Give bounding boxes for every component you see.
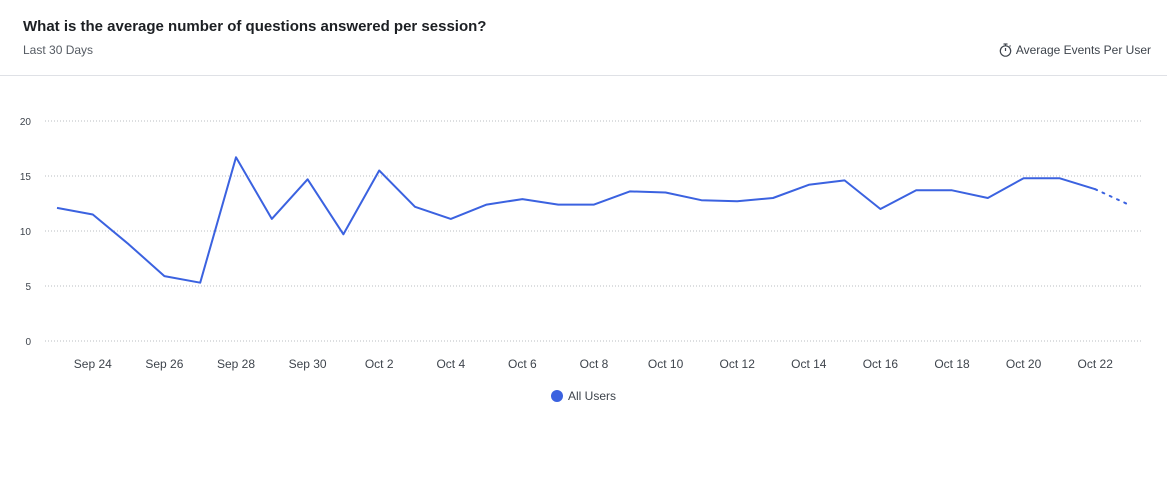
x-tick-label: Oct 6 <box>508 357 537 371</box>
chart-header: What is the average number of questions … <box>0 0 1167 76</box>
series-line-all-users[interactable] <box>56 156 1096 284</box>
x-tick-label: Oct 22 <box>1078 357 1114 371</box>
chart-title: What is the average number of questions … <box>23 18 487 35</box>
x-tick-label: Sep 30 <box>289 357 327 371</box>
date-range-label: Last 30 Days <box>23 43 94 57</box>
metric-selector[interactable]: Average Events Per User <box>999 43 1151 57</box>
x-axis-ticks: Sep 24 Sep 26 Sep 28 Sep 30 Oct 2 Oct 4 Oct 6 O… <box>74 357 1113 371</box>
x-tick-label: Oct 14 <box>791 357 827 371</box>
x-tick-label: Oct 8 <box>580 357 609 371</box>
y-tick-label: 5 <box>25 282 31 293</box>
series-line-incomplete[interactable] <box>1094 188 1132 207</box>
stopwatch-icon <box>999 43 1012 57</box>
legend-swatch <box>550 390 563 402</box>
y-tick-label: 15 <box>20 172 32 183</box>
x-tick-label: Sep 24 <box>74 357 112 371</box>
x-tick-label: Oct 12 <box>720 357 756 371</box>
x-tick-label: Oct 20 <box>1006 357 1042 371</box>
grid-lines <box>45 120 1143 342</box>
series-lines <box>56 156 1132 284</box>
x-tick-label: Sep 28 <box>217 357 255 371</box>
y-tick-label: 0 <box>25 337 31 348</box>
x-tick-label: Sep 26 <box>145 357 183 371</box>
x-tick-label: Oct 16 <box>863 357 899 371</box>
x-tick-label: Oct 18 <box>934 357 970 371</box>
y-tick-label: 20 <box>20 117 32 128</box>
metric-label: Average Events Per User <box>1015 43 1151 57</box>
line-chart: 0 5 10 15 20 Sep 24 Sep 26 Sep 28 Sep 30 Oct 2 Oc… <box>20 117 1143 371</box>
x-tick-label: Oct 10 <box>648 357 684 371</box>
legend[interactable]: All Users <box>0 389 1167 403</box>
legend-label: All Users <box>567 389 616 403</box>
y-tick-label: 10 <box>20 227 32 238</box>
y-axis-ticks: 0 5 10 15 20 <box>20 117 32 348</box>
x-tick-label: Oct 4 <box>436 357 465 371</box>
x-tick-label: Oct 2 <box>365 357 394 371</box>
